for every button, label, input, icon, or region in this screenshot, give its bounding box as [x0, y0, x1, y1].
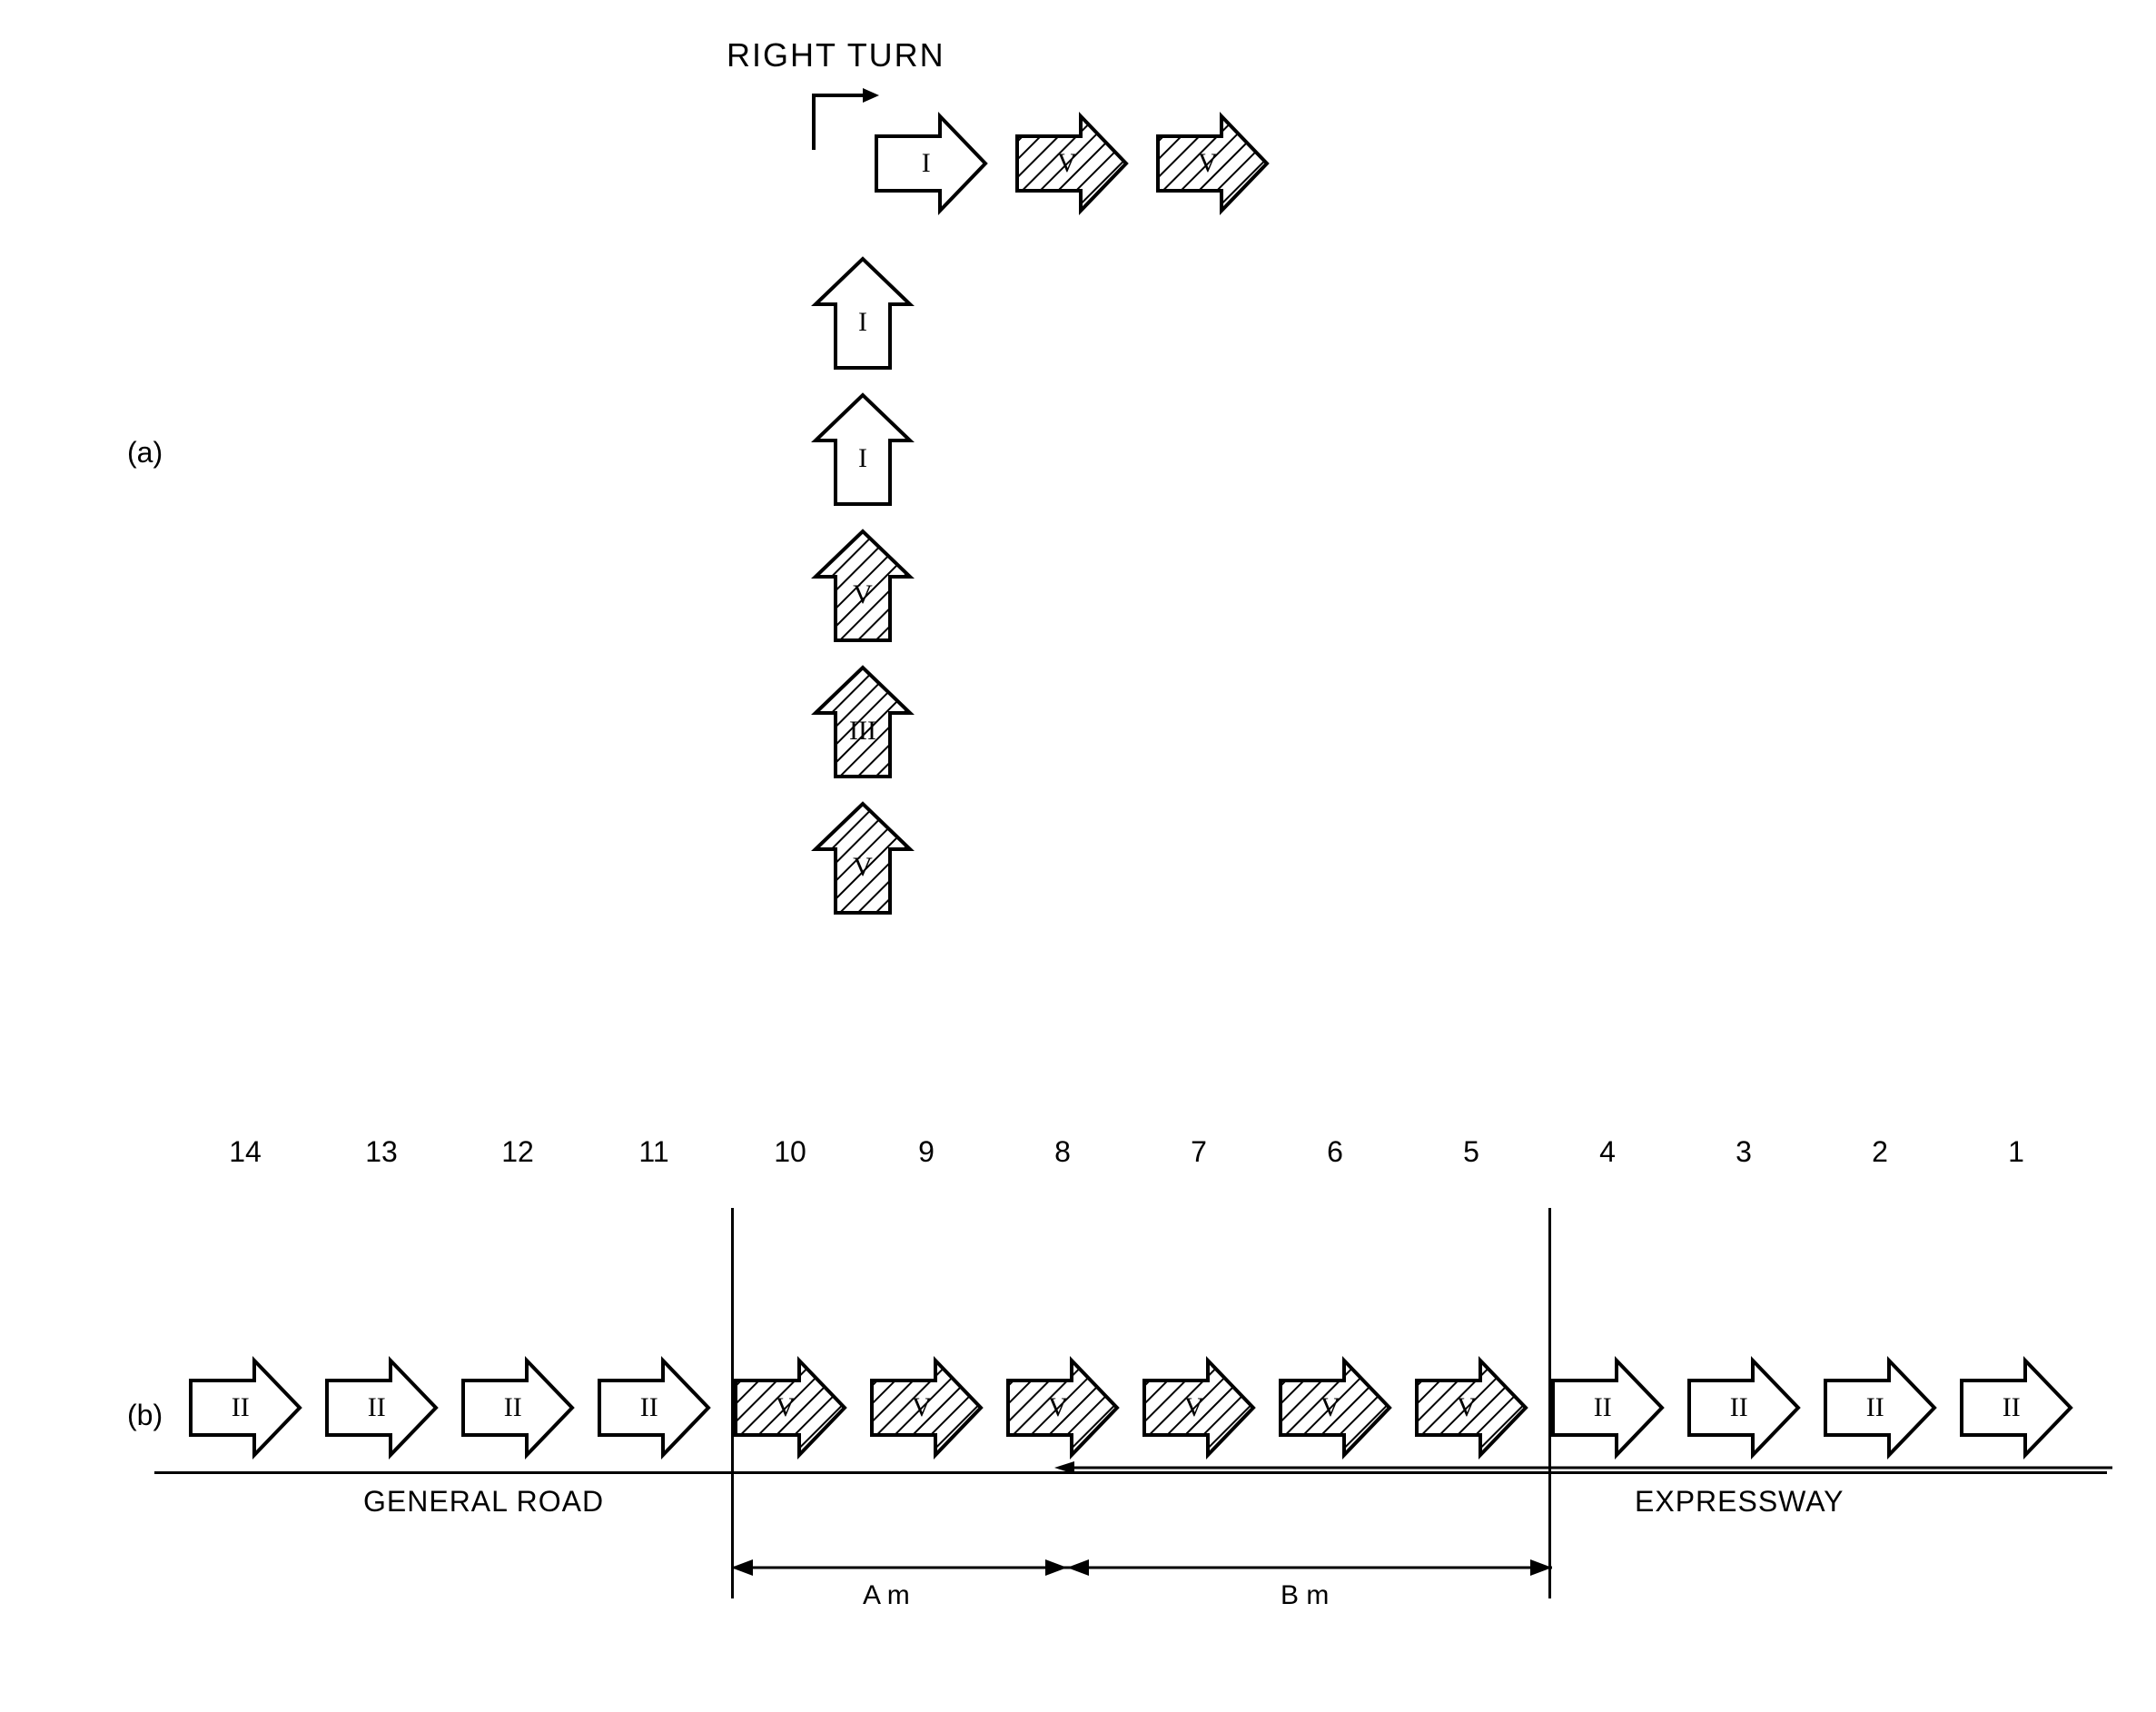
panel-b-arrow: II: [1821, 1353, 1939, 1462]
panel-a-v-arrow: V: [808, 527, 917, 645]
panel-a-h-arrow: I: [872, 109, 990, 218]
panel-b-arrow: II: [595, 1353, 713, 1462]
panel-a-h-arrow: V: [1153, 109, 1271, 218]
column-number: 2: [1853, 1135, 1907, 1169]
column-number: 9: [899, 1135, 954, 1169]
panel-b-arrow: II: [1548, 1353, 1666, 1462]
panel-a-label: (a): [127, 436, 163, 470]
back-arrow-icon: [1054, 1460, 2117, 1482]
column-number: 11: [627, 1135, 681, 1169]
divider-left: [731, 1208, 734, 1598]
column-number: 4: [1580, 1135, 1635, 1169]
panel-b-arrow: V: [867, 1353, 985, 1462]
right-turn-heading: RIGHT TURN: [727, 36, 945, 74]
column-number: 10: [763, 1135, 817, 1169]
panel-b-arrow: V: [1276, 1353, 1394, 1462]
expressway-label: EXPRESSWAY: [1635, 1485, 1844, 1519]
figure-root: (a) RIGHT TURN I V V I I V III V (b) 141…: [36, 36, 2120, 1676]
panel-a-v-arrow: I: [808, 391, 917, 509]
column-number: 3: [1716, 1135, 1771, 1169]
column-number: 5: [1444, 1135, 1498, 1169]
general-road-label: GENERAL ROAD: [363, 1485, 604, 1519]
dim-a-label: A m: [863, 1580, 910, 1611]
column-number: 1: [1989, 1135, 2043, 1169]
column-number: 8: [1035, 1135, 1090, 1169]
panel-a-v-arrow: V: [808, 799, 917, 917]
turn-indicator-icon: [808, 86, 881, 150]
panel-b-arrow: V: [1004, 1353, 1122, 1462]
panel-b-label: (b): [127, 1399, 163, 1432]
panel-b-arrow: V: [1412, 1353, 1530, 1462]
dimension-line: [731, 1556, 1552, 1579]
panel-b-arrow: II: [459, 1353, 577, 1462]
panel-a-v-arrow: III: [808, 663, 917, 781]
column-number: 14: [218, 1135, 272, 1169]
dim-b-label: B m: [1281, 1580, 1329, 1611]
divider-right: [1548, 1208, 1551, 1598]
panel-b-arrow: II: [1957, 1353, 2075, 1462]
panel-b-arrow: V: [731, 1353, 849, 1462]
panel-a-v-arrow: I: [808, 254, 917, 372]
column-number: 7: [1172, 1135, 1226, 1169]
column-number: 12: [490, 1135, 545, 1169]
column-number: 6: [1308, 1135, 1362, 1169]
panel-b-arrow: II: [186, 1353, 304, 1462]
panel-a-h-arrow: V: [1013, 109, 1131, 218]
column-number: 13: [354, 1135, 409, 1169]
panel-b-arrow: II: [1685, 1353, 1803, 1462]
panel-b-arrow: V: [1140, 1353, 1258, 1462]
panel-b-arrow: II: [322, 1353, 440, 1462]
